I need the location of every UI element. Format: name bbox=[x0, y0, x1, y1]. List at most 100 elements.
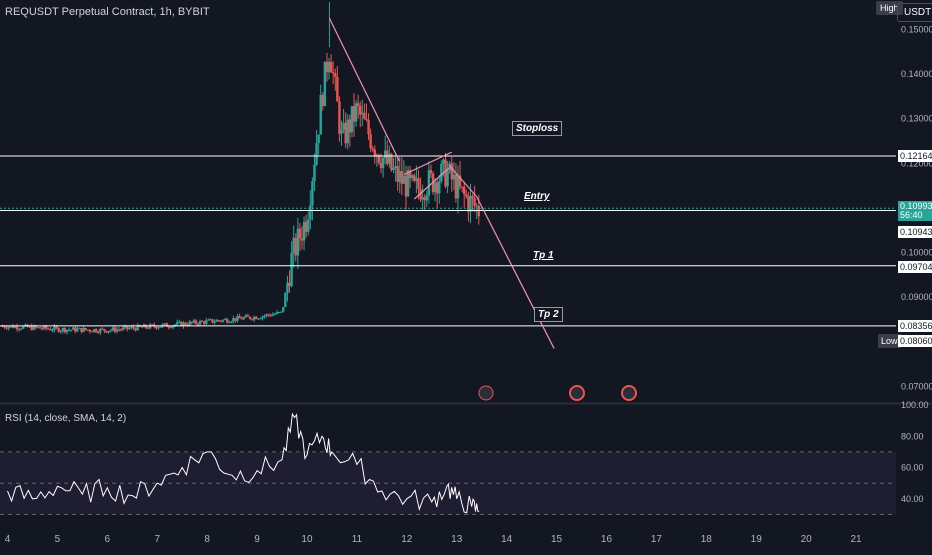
candle-body bbox=[227, 322, 231, 324]
candle-body bbox=[96, 332, 100, 334]
candle-body bbox=[267, 314, 270, 316]
candle-body bbox=[261, 316, 264, 319]
candle-body bbox=[151, 324, 154, 326]
candle-body bbox=[184, 322, 187, 325]
candle-body bbox=[194, 320, 198, 324]
candle-body bbox=[396, 165, 399, 182]
candle-body bbox=[128, 328, 131, 330]
price-tick-label: 0.13000 bbox=[901, 114, 932, 124]
entry-label[interactable]: Entry bbox=[521, 190, 553, 203]
candle-body bbox=[49, 328, 52, 331]
candle-body bbox=[234, 318, 237, 321]
candle-body bbox=[415, 178, 418, 181]
candle-body bbox=[359, 105, 362, 115]
candle-body bbox=[319, 94, 322, 135]
candle-body bbox=[309, 205, 312, 220]
candle-body bbox=[176, 322, 179, 325]
low-price-tag: 0.08060 bbox=[898, 335, 932, 347]
candle-body bbox=[244, 315, 248, 318]
tp2-label[interactable]: Tp 2 bbox=[534, 307, 563, 322]
stoploss-label[interactable]: Stoploss bbox=[512, 121, 563, 136]
candle-body bbox=[450, 163, 453, 180]
candle-body bbox=[80, 327, 83, 332]
candle-body bbox=[67, 329, 71, 331]
candle-body bbox=[302, 221, 306, 241]
candle-body bbox=[165, 323, 169, 327]
candle-body bbox=[107, 331, 110, 333]
candle-body bbox=[99, 328, 102, 333]
candle-body bbox=[47, 328, 50, 330]
candle-body bbox=[205, 320, 208, 324]
candle-body bbox=[111, 327, 114, 331]
candle-body bbox=[473, 198, 476, 206]
price-tick-label: 0.15000 bbox=[901, 24, 932, 34]
price-tick-label: 0.10000 bbox=[901, 248, 932, 258]
candle-body bbox=[171, 325, 175, 328]
candle-body bbox=[232, 318, 235, 322]
candle-body bbox=[28, 326, 31, 328]
candle-body bbox=[157, 327, 160, 329]
candle-body bbox=[440, 163, 443, 182]
candle-body bbox=[408, 170, 412, 178]
candle-body bbox=[61, 328, 65, 331]
candle-body bbox=[386, 150, 389, 164]
candle-body bbox=[444, 159, 447, 187]
candle-body bbox=[273, 313, 277, 315]
candle-body bbox=[406, 170, 410, 197]
date-tick-label: 19 bbox=[751, 534, 763, 545]
date-tick-label: 10 bbox=[301, 534, 313, 545]
date-tick-label: 5 bbox=[55, 534, 61, 545]
candle-body bbox=[356, 103, 360, 106]
candle-body bbox=[381, 157, 385, 169]
candle-body bbox=[467, 196, 470, 212]
candle-body bbox=[344, 122, 347, 144]
candle-body bbox=[207, 319, 210, 321]
candle-body bbox=[471, 195, 474, 199]
candle-body bbox=[290, 253, 293, 287]
candle-body bbox=[69, 329, 73, 331]
event-icon[interactable] bbox=[478, 385, 494, 401]
candle-body bbox=[394, 165, 397, 168]
candle-body bbox=[271, 314, 275, 316]
candle-body bbox=[190, 321, 193, 323]
candle-body bbox=[390, 153, 393, 170]
candle-body bbox=[159, 326, 162, 328]
price-tick-label: 0.09000 bbox=[901, 292, 932, 302]
candle-body bbox=[329, 61, 333, 73]
currency-button[interactable]: USDT bbox=[897, 3, 932, 22]
date-tick-label: 4 bbox=[5, 534, 11, 545]
candle-body bbox=[363, 112, 366, 119]
earnings-icon[interactable] bbox=[569, 385, 585, 401]
rsi-tick-label: 100.00 bbox=[901, 400, 929, 410]
candle-body bbox=[132, 326, 135, 329]
candle-body bbox=[331, 72, 335, 74]
tp1-label[interactable]: Tp 1 bbox=[530, 249, 557, 262]
candle-body bbox=[433, 182, 437, 193]
candle-body bbox=[460, 186, 464, 188]
earnings-icon[interactable] bbox=[621, 385, 637, 401]
candle-body bbox=[105, 330, 108, 333]
candle-body bbox=[186, 324, 189, 326]
candle-body bbox=[456, 175, 460, 199]
date-tick-label: 18 bbox=[701, 534, 713, 545]
candle-body bbox=[365, 118, 368, 121]
candle-body bbox=[188, 321, 191, 326]
last-price-tag: 0.10993 56:40 bbox=[898, 201, 932, 221]
candle-body bbox=[313, 164, 316, 182]
date-tick-label: 6 bbox=[105, 534, 111, 545]
candle-body bbox=[215, 320, 218, 322]
candle-body bbox=[121, 327, 125, 330]
candle-body bbox=[17, 328, 21, 330]
trendline bbox=[404, 151, 452, 175]
candle-body bbox=[421, 197, 424, 200]
candle-body bbox=[192, 320, 196, 323]
candle-body bbox=[334, 73, 337, 77]
candle-body bbox=[296, 228, 300, 256]
date-tick-label: 12 bbox=[401, 534, 413, 545]
date-tick-label: 16 bbox=[601, 534, 613, 545]
date-tick-label: 15 bbox=[551, 534, 563, 545]
candle-body bbox=[338, 101, 341, 134]
countdown-value: 56:40 bbox=[900, 210, 923, 220]
